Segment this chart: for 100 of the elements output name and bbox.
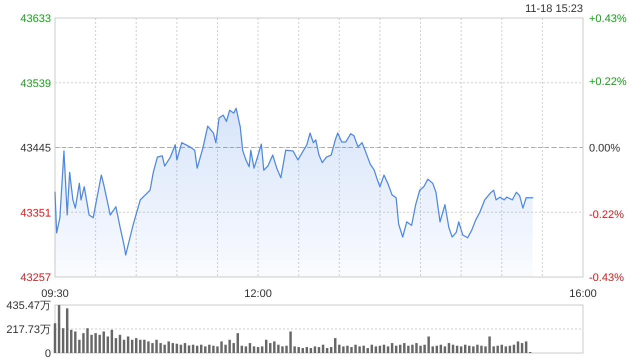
bar xyxy=(248,343,252,353)
bar xyxy=(472,346,475,353)
bar xyxy=(306,347,308,353)
bar xyxy=(168,341,170,353)
bar xyxy=(192,344,194,353)
bar xyxy=(419,346,422,353)
bar xyxy=(436,346,438,353)
bar xyxy=(390,343,394,353)
bar xyxy=(180,344,182,353)
x-tick-label: 09:30 xyxy=(41,288,69,300)
bar xyxy=(460,346,462,353)
y-tick-label: 43445 xyxy=(20,142,51,154)
bar xyxy=(378,346,382,353)
bar xyxy=(126,336,130,353)
bar xyxy=(476,344,479,353)
bar xyxy=(362,346,365,353)
y-tick-label: 435.47万 xyxy=(6,300,51,312)
bar xyxy=(427,336,430,353)
bar xyxy=(244,346,248,353)
bar xyxy=(386,346,390,353)
bar xyxy=(130,340,134,353)
bar xyxy=(399,344,402,353)
bar xyxy=(326,348,328,353)
bar xyxy=(66,308,68,353)
bar xyxy=(204,346,206,353)
y2-tick-label: -0.43% xyxy=(589,272,624,284)
bar xyxy=(334,338,336,353)
bar xyxy=(172,343,174,353)
bar xyxy=(512,344,516,353)
bar xyxy=(163,344,166,353)
bar xyxy=(212,346,215,353)
bar xyxy=(176,344,178,353)
bar xyxy=(342,346,345,353)
bar xyxy=(256,347,260,353)
bar xyxy=(196,346,198,353)
bar xyxy=(159,343,162,353)
y2-tick-label: +0.43% xyxy=(589,13,627,25)
y-tick-label: 43351 xyxy=(20,207,51,220)
bar xyxy=(236,333,239,353)
bar xyxy=(110,330,114,353)
bar xyxy=(440,344,442,353)
y-tick-label: 43539 xyxy=(20,78,51,90)
bar xyxy=(456,346,458,353)
bar xyxy=(480,346,483,353)
bar xyxy=(496,346,499,353)
bar xyxy=(346,346,349,353)
bar xyxy=(504,346,508,353)
bar xyxy=(314,346,316,353)
x-tick-label: 12:00 xyxy=(244,288,272,300)
bar xyxy=(216,346,219,353)
bar xyxy=(403,343,406,353)
bar xyxy=(155,340,158,353)
bar xyxy=(273,341,276,353)
bar xyxy=(444,346,446,353)
x-tick-label: 16:00 xyxy=(569,288,597,300)
bar xyxy=(264,340,268,353)
bar xyxy=(281,346,284,353)
bar xyxy=(135,338,138,353)
bar xyxy=(94,333,97,353)
bar xyxy=(208,344,211,353)
text: 11-18 15:23 xyxy=(525,3,583,15)
bar xyxy=(102,332,105,353)
bar xyxy=(143,340,146,353)
bar xyxy=(297,347,300,353)
bar xyxy=(277,344,280,353)
y-tick-label: 217.73万 xyxy=(6,324,51,336)
bar xyxy=(508,346,512,353)
bar xyxy=(74,332,77,353)
y2-tick-label: -0.22% xyxy=(589,208,624,221)
y2-tick-label: +0.22% xyxy=(589,76,627,88)
bar xyxy=(122,340,126,353)
bar xyxy=(139,340,142,353)
bar xyxy=(411,344,414,353)
bar xyxy=(370,344,374,353)
bar xyxy=(520,343,524,353)
bar xyxy=(90,334,93,353)
bar xyxy=(322,344,324,353)
bar xyxy=(468,346,470,353)
bar xyxy=(524,341,528,353)
bar xyxy=(228,340,231,353)
bar xyxy=(289,332,292,353)
bar xyxy=(98,334,101,353)
bar xyxy=(407,346,410,353)
y-tick-label: 43633 xyxy=(20,13,51,25)
y-tick-label: 43257 xyxy=(20,272,51,284)
bar xyxy=(366,348,369,353)
bar xyxy=(269,343,272,353)
bar xyxy=(464,344,466,353)
bar xyxy=(147,341,150,353)
y2-tick-label: 0.00% xyxy=(589,142,620,154)
bar xyxy=(358,346,361,353)
bar xyxy=(200,344,202,353)
bar xyxy=(354,344,357,353)
bar xyxy=(310,348,312,353)
bar xyxy=(488,336,491,353)
bar xyxy=(82,333,85,353)
bar xyxy=(500,344,503,353)
y-tick-label: 0 xyxy=(44,348,51,360)
bar xyxy=(302,348,304,353)
bar xyxy=(394,346,398,353)
